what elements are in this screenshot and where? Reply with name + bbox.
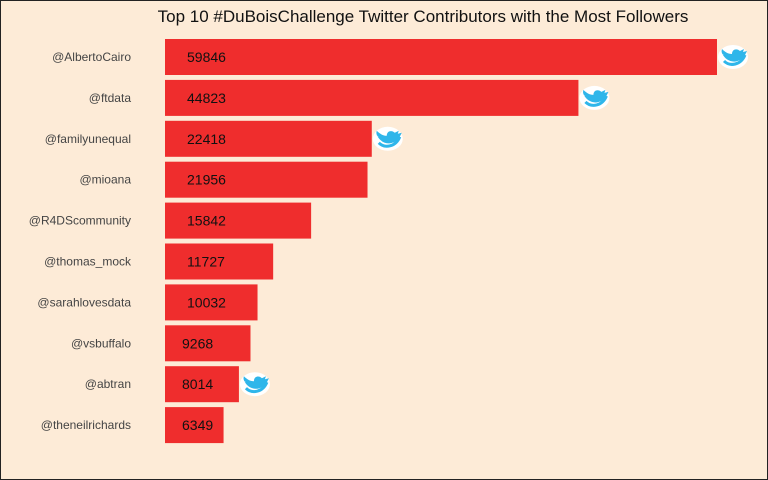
bar <box>165 284 258 321</box>
value-label: 15842 <box>187 213 226 229</box>
category-label: @mioana <box>79 173 131 187</box>
bar <box>165 243 274 280</box>
value-label: 59846 <box>187 49 226 65</box>
category-label: @thomas_mock <box>44 255 132 269</box>
chart-title: Top 10 #DuBoisChallenge Twitter Contribu… <box>157 7 689 26</box>
bar <box>165 202 312 239</box>
category-label: @familyunequal <box>45 132 131 146</box>
value-label: 22418 <box>187 131 226 147</box>
value-label: 6349 <box>182 417 213 433</box>
category-label: @vsbuffalo <box>71 336 131 350</box>
category-label: @R4DScommunity <box>29 214 131 228</box>
bar <box>165 161 368 198</box>
twitter-bird-icon <box>579 85 610 110</box>
bar <box>165 39 717 75</box>
bar <box>165 79 579 116</box>
value-label: 11727 <box>187 254 225 270</box>
bar <box>165 366 239 403</box>
value-label: 9268 <box>182 335 213 351</box>
bar <box>165 325 251 362</box>
category-label: @AlbertoCairo <box>52 50 131 64</box>
value-label: 10032 <box>187 294 226 310</box>
twitter-bird-icon <box>718 45 748 69</box>
value-label: 8014 <box>182 376 213 392</box>
twitter-bird-icon <box>239 372 270 397</box>
bar <box>165 120 372 157</box>
category-label: @sarahlovesdata <box>37 295 131 309</box>
category-label: @theneilrichards <box>41 418 131 432</box>
twitter-bird-icon <box>372 126 403 151</box>
value-label: 21956 <box>187 172 226 188</box>
value-label: 44823 <box>187 90 226 106</box>
category-label: @abtran <box>85 377 131 391</box>
category-label: @ftdata <box>89 91 132 105</box>
bar <box>165 407 224 444</box>
